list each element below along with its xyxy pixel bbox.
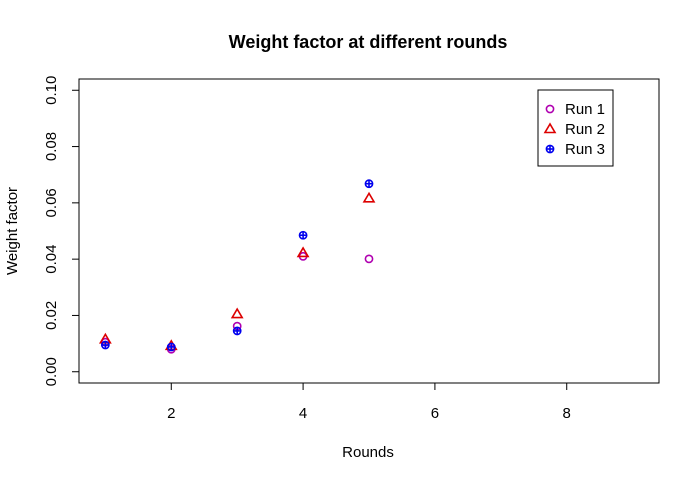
y-tick-label: 0.00 [43, 357, 60, 386]
legend-marker [545, 104, 555, 114]
marker-triangle [296, 246, 310, 258]
x-tick-label: 2 [167, 405, 175, 422]
marker-circle [545, 104, 555, 114]
chart-title: Weight factor at different rounds [229, 32, 508, 52]
marker-triangle [230, 307, 244, 319]
marker-circle [364, 254, 374, 264]
data-point [230, 307, 244, 319]
legend-marker [545, 144, 555, 154]
y-tick-label: 0.10 [43, 76, 60, 105]
marker-triangle [543, 122, 557, 134]
data-point [166, 342, 176, 352]
y-tick-label: 0.06 [43, 188, 60, 217]
data-point [364, 179, 374, 189]
x-tick-label: 6 [431, 405, 439, 422]
data-point [100, 340, 110, 350]
y-tick-label: 0.02 [43, 301, 60, 330]
data-point [232, 326, 242, 336]
legend-label: Run 1 [565, 101, 605, 118]
y-axis-label: Weight factor [4, 187, 21, 275]
legend-marker [543, 122, 557, 134]
marker-triangle [362, 191, 376, 203]
x-axis: 2 4 6 8 [167, 382, 571, 422]
y-tick-label: 0.08 [43, 132, 60, 161]
data-point [362, 191, 376, 203]
x-axis-label: Rounds [342, 444, 394, 461]
y-axis: 0.00 0.02 0.04 0.06 0.08 0.10 [43, 76, 80, 386]
data-point [296, 246, 310, 258]
series-3 [100, 179, 374, 352]
data-points [98, 179, 376, 354]
series-2 [98, 191, 376, 351]
series-1 [100, 251, 374, 354]
x-tick-label: 4 [299, 405, 307, 422]
legend-label: Run 2 [565, 121, 605, 138]
data-point [364, 254, 374, 264]
x-tick-label: 8 [563, 405, 571, 422]
legend: Run 1 Run 2 Run 3 [537, 89, 614, 167]
y-tick-label: 0.04 [43, 245, 60, 274]
legend-label: Run 3 [565, 141, 605, 158]
data-point [298, 230, 308, 240]
